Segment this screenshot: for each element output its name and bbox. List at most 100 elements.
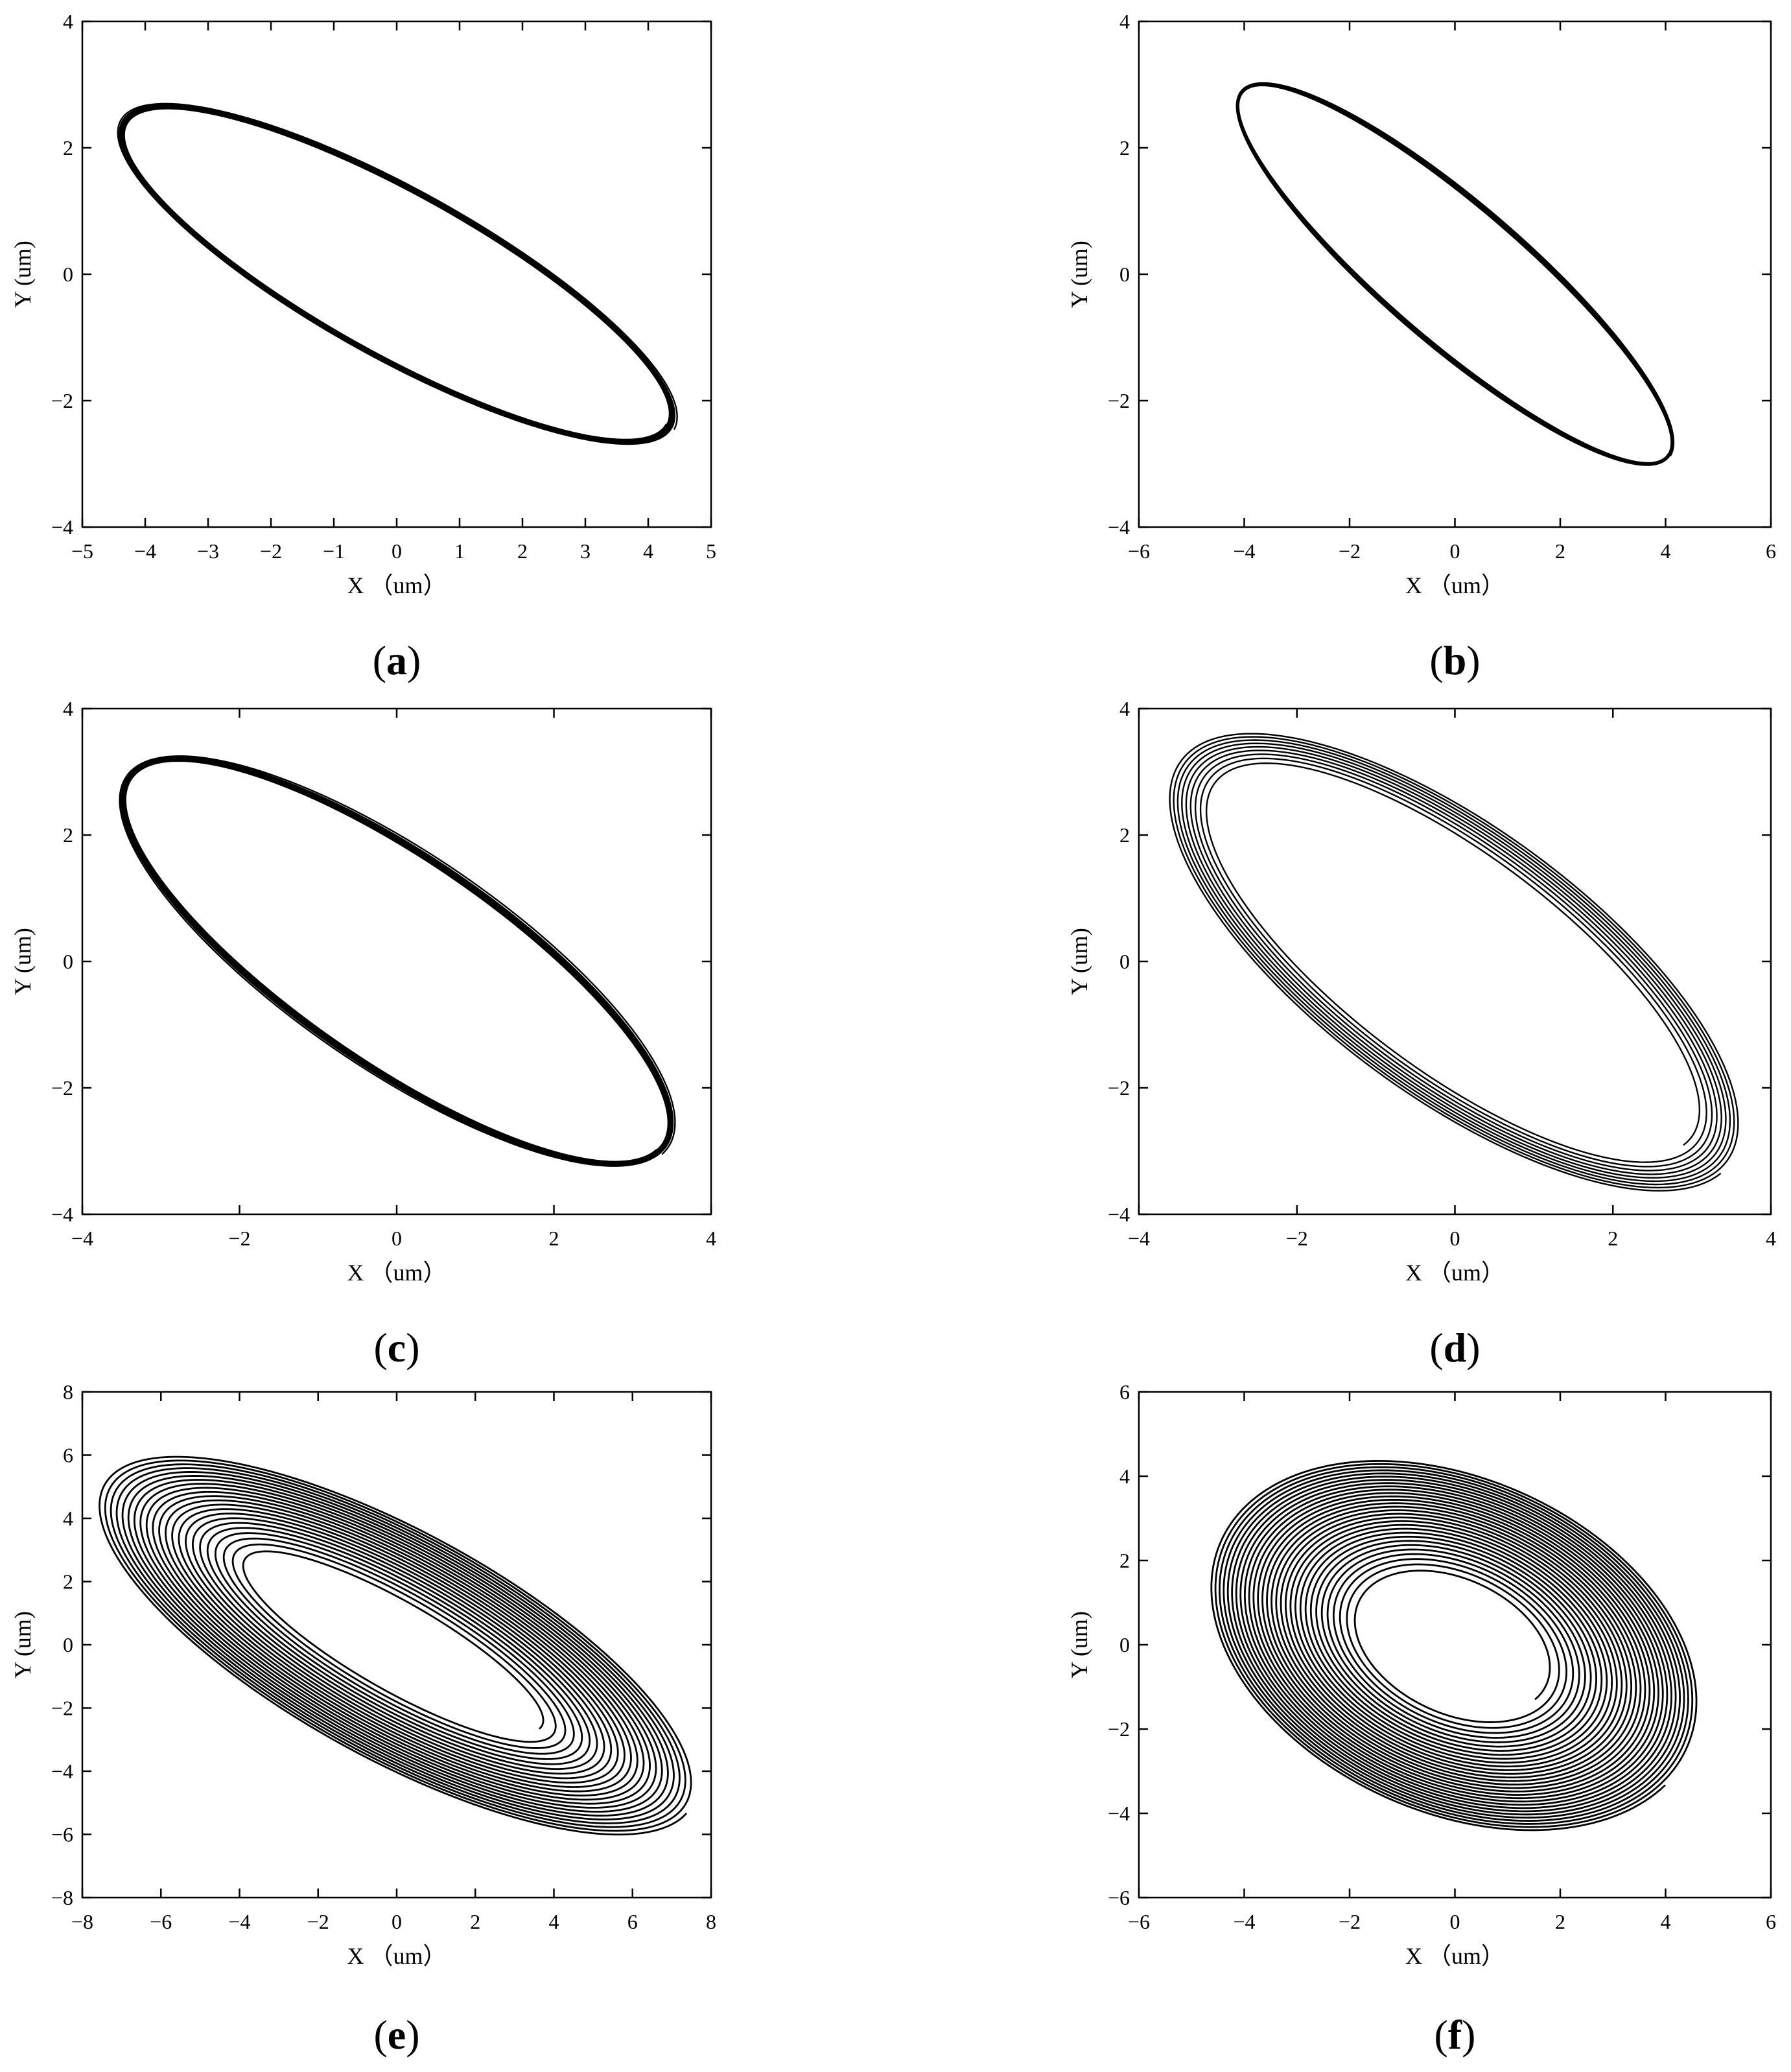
y-tick-label-b: 0	[1119, 263, 1130, 286]
y-tick-label-d: −2	[1108, 1076, 1130, 1100]
panel-label-c: (c)	[373, 1324, 419, 1371]
y-tick-label-f: −2	[1108, 1717, 1130, 1741]
plot-frame-c	[81, 707, 712, 1216]
panel-label-d: (d)	[1429, 1324, 1480, 1371]
x-tick-label-a: 5	[706, 539, 716, 563]
x-tick-label-b: −4	[1233, 539, 1255, 563]
x-tick-label-a: −5	[71, 539, 93, 563]
x-tick-label-d: 0	[1450, 1227, 1460, 1250]
y-tick-label-a: −2	[51, 389, 73, 412]
x-tick-label-a: 2	[517, 539, 528, 563]
y-tick-label-c: −2	[51, 1076, 73, 1100]
y-tick-label-a: 2	[63, 136, 73, 159]
x-tick-label-b: 6	[1766, 539, 1776, 563]
plot-frame-a	[81, 20, 712, 528]
x-tick-label-b: −2	[1339, 539, 1361, 563]
x-tick-label-f: −6	[1128, 1910, 1150, 1933]
x-tick-label-b: 2	[1555, 539, 1565, 563]
y-tick-label-a: −4	[51, 515, 73, 539]
y-tick-label-c: −4	[51, 1203, 73, 1226]
orbit-trace-c	[119, 755, 676, 1167]
x-tick-label-e: 4	[549, 1910, 559, 1933]
x-tick-label-e: −4	[228, 1910, 250, 1933]
y-tick-label-f: 0	[1119, 1633, 1130, 1656]
x-tick-label-a: −3	[197, 539, 219, 563]
y-tick-label-d: 0	[1119, 950, 1130, 973]
x-tick-label-e: 8	[706, 1910, 716, 1933]
x-tick-label-b: −6	[1128, 539, 1150, 563]
panel-label-b: (b)	[1429, 637, 1480, 683]
y-axis-label-b: Y (um)	[1066, 241, 1092, 308]
x-tick-label-f: −4	[1233, 1910, 1255, 1933]
x-tick-label-d: −4	[1128, 1227, 1150, 1250]
x-axis-label-a: X （um）	[347, 572, 446, 598]
plot-frame-d	[1138, 707, 1772, 1216]
y-axis-label-c: Y (um)	[10, 928, 36, 995]
orbit-trace-b	[1235, 82, 1675, 466]
y-tick-label-d: 2	[1119, 823, 1130, 847]
x-tick-label-c: 0	[392, 1227, 402, 1250]
x-axis-label-e: X （um）	[347, 1943, 446, 1969]
y-tick-label-e: 6	[63, 1444, 73, 1467]
y-tick-label-f: 6	[1119, 1380, 1130, 1404]
x-tick-label-d: 4	[1766, 1227, 1776, 1250]
y-tick-label-f: −4	[1108, 1802, 1130, 1825]
y-tick-label-e: −8	[51, 1886, 73, 1909]
panel-e: −8 −6 −4 −2 0 2 4 6 8 −8 −6 −4 −2 0 2 4 6 8 X （um） Y (um) (e…	[10, 1380, 716, 2058]
y-tick-label-c: 0	[63, 950, 73, 973]
x-tick-label-f: 0	[1450, 1910, 1460, 1933]
y-tick-label-b: 4	[1119, 10, 1130, 33]
x-tick-label-c: −2	[228, 1227, 250, 1250]
y-tick-label-b: −2	[1108, 389, 1130, 412]
y-tick-label-d: −4	[1108, 1203, 1130, 1226]
panel-label-e: (e)	[373, 2012, 419, 2058]
x-tick-label-a: 3	[580, 539, 591, 563]
y-axis-label-e: Y (um)	[10, 1611, 36, 1678]
x-tick-label-e: 6	[627, 1910, 638, 1933]
x-tick-label-c: 2	[549, 1227, 559, 1250]
orbit-trace-f	[1210, 1460, 1698, 1831]
y-tick-label-e: 2	[63, 1570, 73, 1594]
y-tick-label-c: 4	[63, 697, 73, 720]
y-tick-label-f: 4	[1119, 1465, 1130, 1488]
orbit-trace-d	[1169, 733, 1739, 1192]
x-tick-label-c: 4	[706, 1227, 716, 1250]
y-tick-label-d: 4	[1119, 697, 1130, 720]
y-tick-label-e: 4	[63, 1507, 73, 1530]
panel-c: −4 −2 0 2 4 −4 −2 0 2 4 X （um） Y (um) (c)	[10, 697, 716, 1371]
x-tick-label-a: 0	[392, 539, 402, 563]
y-axis-label-d: Y (um)	[1066, 928, 1092, 995]
x-tick-label-e: −2	[307, 1910, 329, 1933]
x-tick-label-f: 2	[1555, 1910, 1565, 1933]
orbit-trace-e	[99, 1455, 692, 1836]
y-tick-label-e: −4	[51, 1760, 73, 1783]
plot-frame-b	[1138, 20, 1772, 528]
y-tick-label-e: −2	[51, 1697, 73, 1720]
x-tick-label-e: −8	[71, 1910, 93, 1933]
x-tick-label-b: 0	[1450, 539, 1460, 563]
x-tick-label-e: −6	[150, 1910, 172, 1933]
x-axis-label-d: X （um）	[1405, 1260, 1504, 1286]
panel-label-f: (f)	[1434, 2012, 1476, 2058]
x-tick-label-e: 0	[392, 1910, 402, 1933]
x-tick-label-d: −2	[1286, 1227, 1308, 1250]
x-tick-label-a: 4	[643, 539, 653, 563]
x-axis-label-c: X （um）	[347, 1260, 446, 1286]
panel-f: −6 −4 −2 0 2 4 6 −6 −4 −2 0 2 4 6 X （um） Y (um) (f)	[1066, 1380, 1776, 2058]
orbit-trace-a	[117, 102, 678, 445]
y-tick-label-e: 8	[63, 1380, 73, 1404]
y-tick-label-a: 4	[63, 10, 73, 33]
x-tick-label-f: −2	[1339, 1910, 1361, 1933]
y-tick-label-e: −6	[51, 1823, 73, 1846]
x-tick-label-a: 1	[454, 539, 465, 563]
panel-d: −4 −2 0 2 4 −4 −2 0 2 4 X （um） Y (um) (d)	[1066, 697, 1776, 1371]
x-tick-label-b: 4	[1661, 539, 1671, 563]
x-tick-label-a: −2	[260, 539, 282, 563]
x-tick-label-a: −4	[134, 539, 156, 563]
y-axis-label-a: Y (um)	[10, 241, 36, 308]
y-axis-label-f: Y (um)	[1066, 1611, 1092, 1678]
x-axis-label-b: X （um）	[1405, 572, 1504, 598]
